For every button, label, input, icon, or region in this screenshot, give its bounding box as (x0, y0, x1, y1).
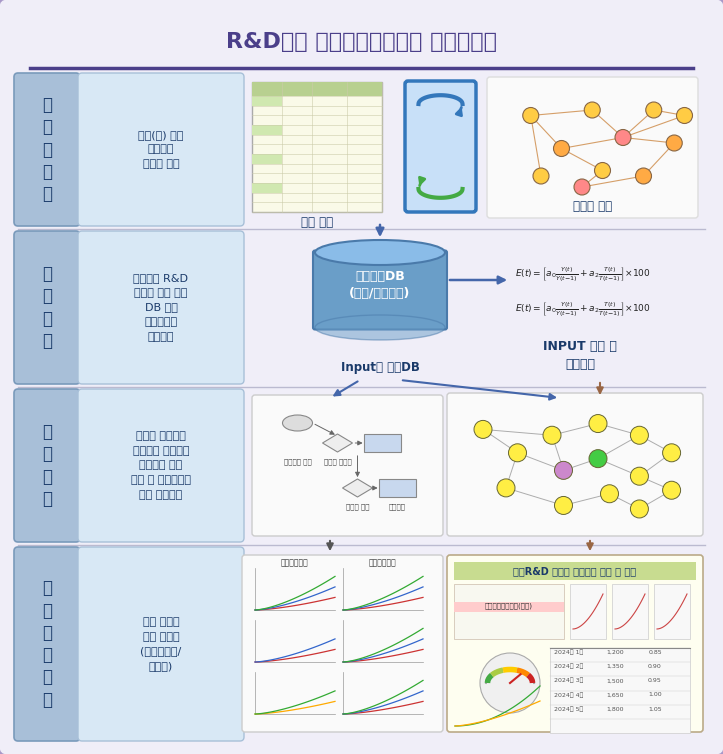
Text: 자
료
분
석: 자 료 분 석 (42, 265, 52, 350)
Text: 파
급
효
과
분
석: 파 급 효 과 분 석 (42, 580, 52, 709)
FancyBboxPatch shape (252, 395, 443, 536)
FancyBboxPatch shape (78, 231, 244, 384)
Text: 1,350: 1,350 (606, 664, 624, 669)
FancyBboxPatch shape (14, 547, 80, 741)
Text: 부문별 모형구축
세부사업 파급요과
분석모형 구축
검증 및 신뢰성분석
모형 행태분석: 부문별 모형구축 세부사업 파급요과 분석모형 구축 검증 및 신뢰성분석 모형… (131, 431, 191, 500)
Text: 1,650: 1,650 (607, 692, 624, 697)
Circle shape (662, 481, 680, 499)
FancyBboxPatch shape (570, 584, 606, 639)
Text: 생활편의지수: 생활편의지수 (281, 558, 309, 567)
Circle shape (630, 467, 649, 486)
FancyBboxPatch shape (242, 555, 443, 732)
FancyBboxPatch shape (14, 389, 80, 542)
Circle shape (601, 485, 618, 503)
FancyBboxPatch shape (550, 648, 690, 733)
Text: INPUT 계수 및
파라미터: INPUT 계수 및 파라미터 (543, 339, 617, 370)
FancyBboxPatch shape (405, 81, 476, 212)
Text: 지표(안) 제시
설문조사
전문가 자문: 지표(안) 제시 설문조사 전문가 자문 (138, 130, 184, 170)
Circle shape (554, 140, 570, 157)
FancyBboxPatch shape (252, 82, 382, 96)
Text: 1,200: 1,200 (606, 650, 624, 655)
Text: 소규모 항목별: 소규모 항목별 (324, 458, 351, 464)
Text: 지
표
와
지
수: 지 표 와 지 수 (42, 96, 52, 203)
Text: $E(t)=\left[a_0\frac{Y(t)}{Y(t\!-\!1)}+a_2\frac{T(t)}{T(t\!-\!1)}\right]\!\times: $E(t)=\left[a_0\frac{Y(t)}{Y(t\!-\!1)}+a… (515, 265, 651, 284)
Text: 예측 지표값
예측 지수값
(세부사업별/
산업별): 예측 지표값 예측 지수값 (세부사업별/ 산업별) (140, 617, 181, 671)
Circle shape (574, 179, 590, 195)
Text: 1.00: 1.00 (649, 692, 662, 697)
Text: 도로교통지수: 도로교통지수 (369, 558, 397, 567)
Circle shape (497, 479, 515, 497)
FancyBboxPatch shape (379, 479, 416, 497)
Circle shape (480, 653, 540, 713)
Circle shape (533, 168, 549, 184)
Text: 경제적 가치: 경제적 가치 (346, 503, 369, 510)
Ellipse shape (315, 240, 445, 265)
FancyBboxPatch shape (612, 584, 648, 639)
Polygon shape (343, 479, 372, 497)
Text: 건설교통 R&D
사업별 특성 분석
DB 구축
시계열분석
외귀분석: 건설교통 R&D 사업별 특성 분석 DB 구축 시계열분석 외귀분석 (134, 273, 189, 342)
Text: 2024년 3월: 2024년 3월 (554, 678, 583, 683)
Circle shape (584, 102, 600, 118)
Circle shape (555, 461, 573, 480)
FancyBboxPatch shape (313, 250, 447, 329)
FancyBboxPatch shape (454, 602, 564, 612)
FancyBboxPatch shape (454, 562, 696, 580)
FancyBboxPatch shape (252, 96, 282, 106)
Text: 투지대출: 투지대출 (389, 503, 406, 510)
Circle shape (630, 500, 649, 518)
FancyBboxPatch shape (252, 154, 282, 164)
Circle shape (508, 444, 526, 461)
Text: 2024년 4월: 2024년 4월 (554, 692, 583, 697)
Text: 0.85: 0.85 (649, 650, 662, 655)
Circle shape (523, 108, 539, 124)
Circle shape (630, 426, 649, 444)
Text: 한국현황DB
(산업/사업특성): 한국현황DB (산업/사업특성) (349, 270, 411, 300)
FancyBboxPatch shape (487, 77, 698, 218)
Text: 1.05: 1.05 (649, 706, 662, 712)
Circle shape (667, 135, 683, 151)
FancyBboxPatch shape (447, 393, 703, 536)
FancyBboxPatch shape (654, 584, 690, 639)
FancyBboxPatch shape (447, 555, 703, 732)
FancyBboxPatch shape (252, 183, 282, 193)
FancyBboxPatch shape (78, 73, 244, 226)
FancyBboxPatch shape (14, 73, 80, 226)
Text: 2024년 2월: 2024년 2월 (554, 664, 583, 669)
FancyBboxPatch shape (364, 434, 401, 452)
Text: 모
영
개
발: 모 영 개 발 (42, 423, 52, 507)
Ellipse shape (283, 415, 312, 431)
Circle shape (589, 449, 607, 467)
Text: 인과도 작성: 인과도 작성 (573, 201, 612, 213)
Ellipse shape (315, 315, 445, 340)
FancyBboxPatch shape (14, 231, 80, 384)
Text: $E(t)=\left[a_0\frac{Y(t)}{Y(t\!-\!1)}+a_2\frac{T(t)}{T(t\!-\!1)}\right]\!\times: $E(t)=\left[a_0\frac{Y(t)}{Y(t\!-\!1)}+a… (515, 301, 651, 319)
FancyBboxPatch shape (252, 82, 382, 212)
Circle shape (646, 102, 662, 118)
Polygon shape (322, 434, 353, 452)
Circle shape (555, 496, 573, 514)
Circle shape (589, 415, 607, 433)
Text: 투자분야 선택: 투자분야 선택 (283, 458, 312, 464)
Text: 1,800: 1,800 (607, 706, 624, 712)
FancyBboxPatch shape (78, 389, 244, 542)
Circle shape (662, 444, 680, 461)
FancyBboxPatch shape (454, 584, 564, 639)
Text: 0.90: 0.90 (648, 664, 662, 669)
Circle shape (677, 108, 693, 124)
Text: 합계파급효과지수(총합): 합계파급효과지수(총합) (485, 602, 533, 608)
Text: 0.95: 0.95 (648, 679, 662, 683)
Text: R&D투자 파급효과분석연구 프레임워크: R&D투자 파급효과분석연구 프레임워크 (226, 32, 497, 52)
Circle shape (615, 130, 631, 146)
Circle shape (543, 426, 561, 444)
Text: 지표 제시: 지표 제시 (301, 216, 333, 228)
Text: 2024년 5월: 2024년 5월 (554, 706, 583, 712)
Circle shape (594, 163, 610, 179)
Text: 건설R&D 투자의 파급효과 분석 및 예측: 건설R&D 투자의 파급효과 분석 및 예측 (513, 566, 636, 576)
Text: Input용 현황DB: Input용 현황DB (341, 360, 419, 373)
FancyBboxPatch shape (78, 547, 244, 741)
FancyBboxPatch shape (252, 125, 282, 135)
Circle shape (474, 421, 492, 438)
Text: 1,500: 1,500 (607, 679, 624, 683)
Circle shape (636, 168, 651, 184)
